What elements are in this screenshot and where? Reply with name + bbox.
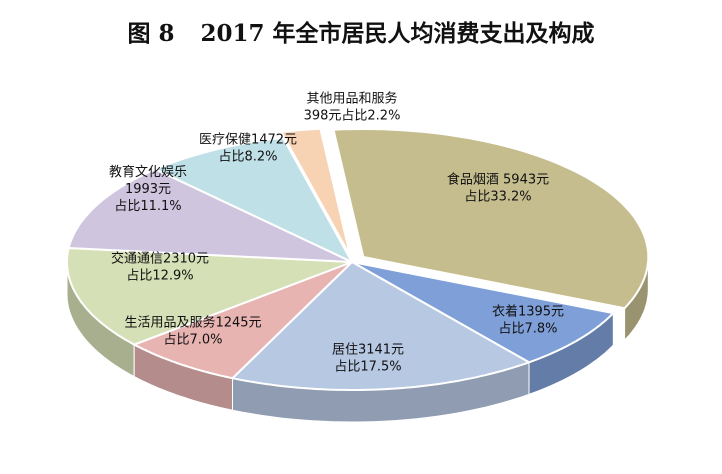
data-label-line: 居住3141元	[332, 343, 404, 358]
data-label-6: 医疗保健1472元占比8.2%	[199, 133, 297, 165]
figure-number: 图 8	[127, 20, 175, 47]
chart-title: 图 8 2017 年全市居民人均消费支出及构成	[0, 14, 722, 48]
data-label-line: 占比11.1%	[114, 199, 181, 214]
slice-交通通信	[66, 246, 353, 346]
slice-其他用品和服务	[279, 127, 352, 257]
data-label-line: 占比7.0%	[163, 333, 222, 348]
slice-生活用品及服务	[131, 261, 353, 380]
data-label-4: 交通通信2310元占比12.9%	[111, 251, 209, 284]
slice-食品烟酒	[332, 127, 650, 310]
data-label-7: 其他用品和服务 398元占比2.2%	[304, 91, 401, 124]
data-label-line: 生活用品及服务1245元	[124, 315, 261, 331]
data-label-line: 占比12.9%	[126, 269, 193, 284]
data-label-3: 生活用品及服务1245元占比7.0%	[124, 315, 261, 348]
data-label-line: 398元占比2.2%	[304, 109, 401, 124]
data-label-line: 占比17.5%	[334, 360, 401, 375]
pie-tops	[66, 127, 650, 391]
slice-衣着	[351, 261, 616, 364]
data-label-line: 衣着1395元	[492, 304, 564, 320]
data-label-line: 占比7.8%	[498, 322, 557, 337]
slice-医疗保健	[152, 136, 355, 265]
data-label-line: 教育文化娱乐	[109, 164, 187, 180]
data-label-5: 教育文化娱乐 1993元占比11.1%	[109, 164, 187, 214]
data-label-line: 其他用品和服务	[306, 91, 397, 107]
data-label-line: 占比33.2%	[464, 190, 531, 205]
slice-教育文化娱乐	[67, 168, 353, 263]
data-label-line: 交通通信2310元	[111, 251, 209, 267]
pie-labels: 食品烟酒 5943元占比33.2%衣着1395元占比7.8%居住3141元占比1…	[109, 91, 564, 375]
pie-sides	[66, 257, 649, 423]
data-label-line: 1993元	[125, 182, 171, 197]
data-label-1: 衣着1395元占比7.8%	[492, 304, 564, 337]
title-text: 2017 年全市居民人均消费支出及构成	[200, 20, 595, 47]
slice-居住	[230, 260, 532, 391]
data-label-2: 居住3141元占比17.5%	[332, 343, 404, 375]
data-label-0: 食品烟酒 5943元占比33.2%	[447, 172, 549, 205]
data-label-line: 占比8.2%	[218, 150, 277, 165]
data-label-line: 医疗保健1472元	[199, 133, 297, 148]
data-label-line: 食品烟酒 5943元	[447, 172, 549, 188]
